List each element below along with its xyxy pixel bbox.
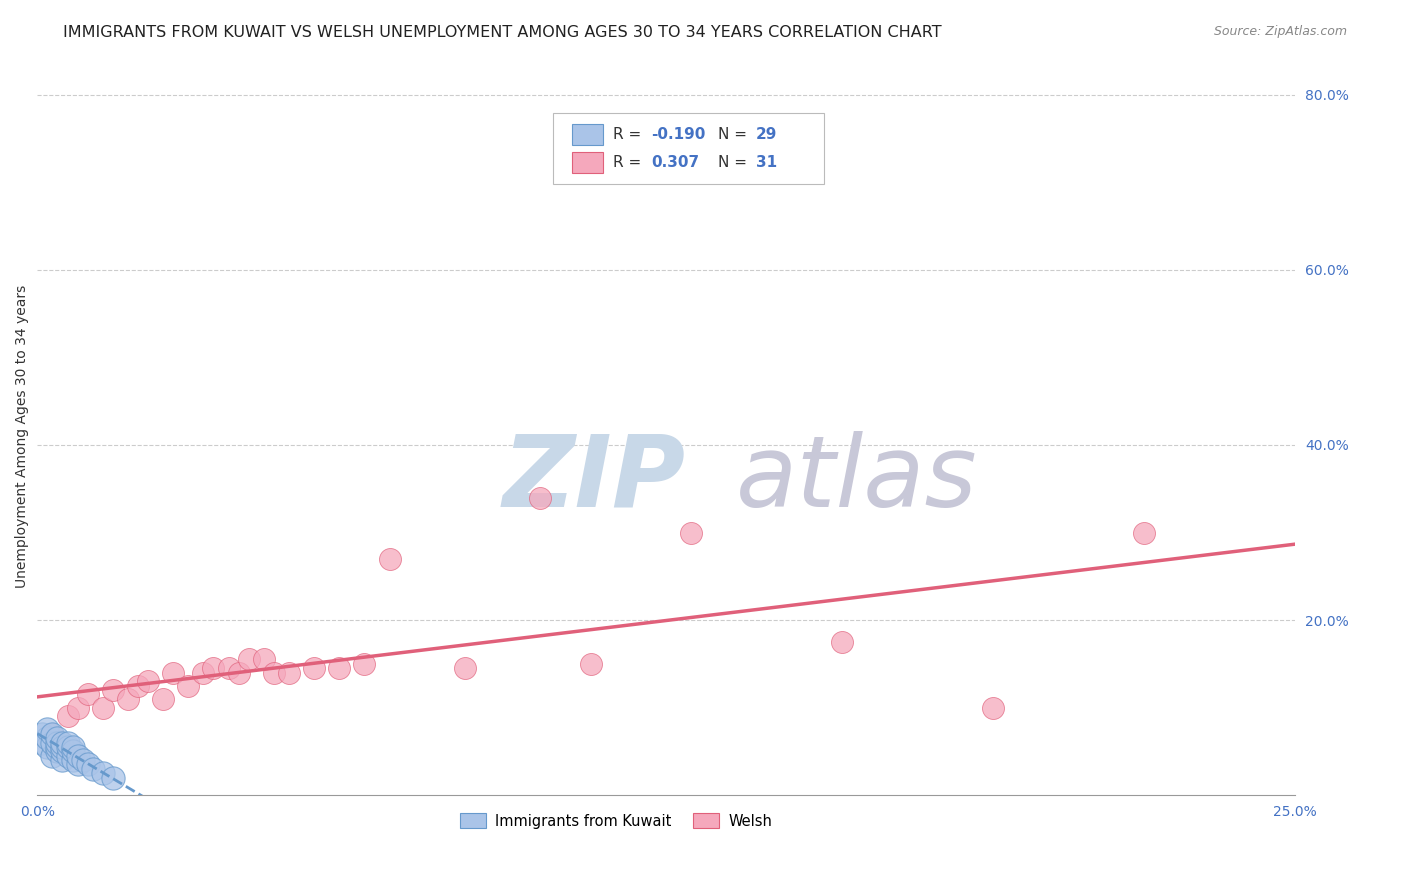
Point — [51, 735, 73, 749]
Point — [263, 665, 285, 680]
Point — [152, 691, 174, 706]
Text: R =: R = — [613, 155, 647, 169]
Point — [31, 735, 53, 749]
Point — [51, 739, 73, 754]
Point — [46, 744, 69, 758]
Point — [41, 727, 63, 741]
Point — [41, 735, 63, 749]
Point — [454, 661, 477, 675]
Text: N =: N = — [718, 155, 752, 169]
Point — [127, 679, 149, 693]
Point — [681, 525, 703, 540]
FancyBboxPatch shape — [572, 152, 603, 173]
Point — [51, 753, 73, 767]
Point — [76, 687, 98, 701]
Text: 29: 29 — [755, 127, 778, 142]
Point — [37, 731, 59, 746]
Point — [66, 757, 89, 772]
Point — [37, 739, 59, 754]
Point — [31, 727, 53, 741]
Point — [277, 665, 299, 680]
Point — [253, 652, 276, 666]
FancyBboxPatch shape — [572, 124, 603, 145]
Point — [41, 748, 63, 763]
Point — [56, 735, 79, 749]
Point — [56, 709, 79, 723]
Point — [46, 739, 69, 754]
Text: 0.307: 0.307 — [651, 155, 699, 169]
Point — [117, 691, 139, 706]
Legend: Immigrants from Kuwait, Welsh: Immigrants from Kuwait, Welsh — [454, 807, 778, 834]
Text: N =: N = — [718, 127, 752, 142]
Point — [62, 753, 84, 767]
Point — [981, 700, 1004, 714]
Point — [66, 748, 89, 763]
Point — [72, 753, 94, 767]
Point — [51, 744, 73, 758]
Point — [228, 665, 250, 680]
Point — [91, 700, 114, 714]
Point — [831, 635, 853, 649]
Point — [529, 491, 551, 505]
Point — [66, 700, 89, 714]
Text: 31: 31 — [755, 155, 776, 169]
Text: R =: R = — [613, 127, 647, 142]
Point — [136, 674, 159, 689]
Point — [378, 551, 401, 566]
Point — [46, 735, 69, 749]
Text: -0.190: -0.190 — [651, 127, 706, 142]
Text: ZIP: ZIP — [503, 431, 686, 528]
Point — [76, 757, 98, 772]
Point — [41, 727, 63, 741]
Point — [218, 661, 240, 675]
Point — [56, 739, 79, 754]
Point — [62, 739, 84, 754]
Point — [353, 657, 375, 671]
Point — [46, 731, 69, 746]
Y-axis label: Unemployment Among Ages 30 to 34 years: Unemployment Among Ages 30 to 34 years — [15, 285, 30, 588]
Point — [82, 762, 104, 776]
Text: Source: ZipAtlas.com: Source: ZipAtlas.com — [1213, 25, 1347, 38]
Point — [1133, 525, 1156, 540]
Point — [202, 661, 225, 675]
Point — [328, 661, 350, 675]
Text: atlas: atlas — [735, 431, 977, 528]
Point — [91, 766, 114, 780]
Point — [101, 683, 124, 698]
FancyBboxPatch shape — [553, 113, 824, 184]
Point — [56, 748, 79, 763]
Point — [238, 652, 260, 666]
Point — [302, 661, 325, 675]
Point — [193, 665, 215, 680]
Point — [37, 723, 59, 737]
Text: IMMIGRANTS FROM KUWAIT VS WELSH UNEMPLOYMENT AMONG AGES 30 TO 34 YEARS CORRELATI: IMMIGRANTS FROM KUWAIT VS WELSH UNEMPLOY… — [63, 25, 942, 40]
Point — [162, 665, 184, 680]
Point — [62, 744, 84, 758]
Point — [177, 679, 200, 693]
Point — [101, 771, 124, 785]
Point — [579, 657, 602, 671]
